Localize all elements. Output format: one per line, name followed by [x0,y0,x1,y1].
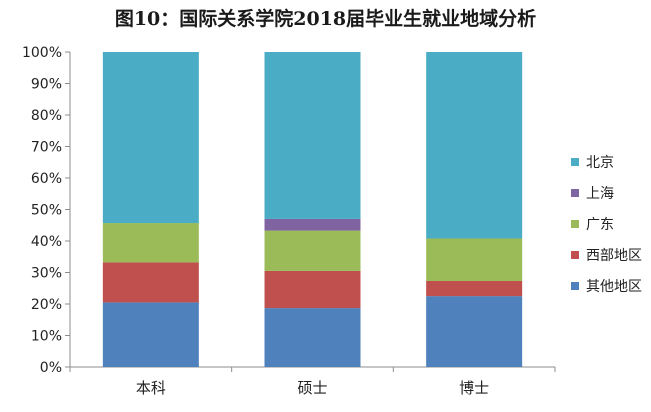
y-tick-label: 20% [31,297,62,313]
legend-swatch [571,220,579,228]
y-tick-label: 80% [31,108,62,124]
bar-segment [426,281,523,297]
x-category-label: 本科 [136,379,166,397]
bar-segment [102,262,199,303]
bar-segment [264,218,361,231]
x-axis-labels: 本科 硕士 博士 [136,379,489,397]
y-tick-label: 0% [40,360,62,376]
legend-label: 广东 [586,217,614,233]
bar-segment [102,223,199,263]
legend-swatch [571,189,579,197]
legend-label: 其他地区 [586,279,642,295]
y-tick-label: 90% [31,77,62,93]
y-tick-label: 40% [31,234,62,250]
y-tick-label: 10% [31,329,62,345]
y-tick-label: 100% [22,45,62,61]
y-tick-label: 50% [31,203,62,219]
legend-swatch [571,251,579,259]
bar-segment [264,230,361,271]
legend-swatch [571,282,579,290]
x-category-label: 博士 [459,379,489,397]
bar-segment [426,296,523,367]
bar-segment [426,238,523,282]
bar-segment [102,52,199,224]
legend-label: 北京 [586,155,614,171]
legend-swatch [571,158,579,166]
y-tick-label: 30% [31,266,62,282]
y-tick-label: 60% [31,171,62,187]
chart-title: 图10：国际关系学院2018届毕业生就业地域分析 [114,8,537,30]
bar-segment [264,52,361,219]
bars [102,52,523,367]
legend-label: 西部地区 [586,248,642,264]
legend-label: 上海 [586,186,614,202]
bar-segment [426,52,523,239]
bar-segment [264,308,361,367]
bar-segment [102,302,199,367]
y-tick-label: 70% [31,140,62,156]
x-category-label: 硕士 [297,379,327,397]
axes: 0% 10% 20% 30% 40% 50% 60% 70% 80% 90% 100% [22,45,556,376]
bar-segment [264,270,361,309]
